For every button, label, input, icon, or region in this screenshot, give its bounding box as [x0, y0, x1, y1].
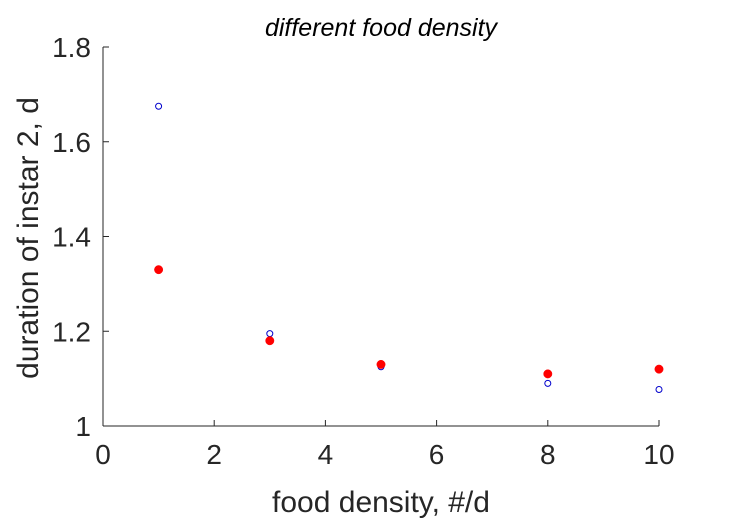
filled-point-series-2 — [376, 359, 386, 369]
data-points — [154, 102, 664, 394]
ticks: 0 2 4 6 8 10 1 1.2 1.4 1.6 1.8 — [52, 32, 675, 470]
x-tick-label: 10 — [643, 439, 674, 470]
x-tick-label: 8 — [540, 439, 556, 470]
y-tick-label: 1.2 — [52, 316, 91, 347]
y-tick-label: 1 — [75, 411, 91, 442]
open-point-series-1 — [266, 330, 274, 338]
y-tick-label: 1.8 — [52, 32, 91, 63]
filled-point-series-2 — [154, 265, 164, 275]
y-tick-label: 1.6 — [52, 127, 91, 158]
filled-point-series-2 — [265, 336, 275, 346]
x-tick-label: 6 — [429, 439, 445, 470]
y-axis-label: duration of instar 2, d — [12, 97, 45, 379]
axes — [102, 47, 659, 427]
x-tick-label: 4 — [318, 439, 334, 470]
open-point-series-1 — [155, 102, 163, 110]
x-tick-label: 0 — [95, 439, 111, 470]
open-point-series-1 — [655, 386, 663, 394]
filled-point-series-2 — [654, 364, 664, 374]
y-tick-label: 1.4 — [52, 222, 91, 253]
x-tick-label: 2 — [206, 439, 222, 470]
x-axis-label: food density, #/d — [272, 486, 490, 519]
chart-title: different food density — [265, 14, 499, 42]
filled-point-series-2 — [543, 369, 553, 379]
open-point-series-1 — [544, 379, 552, 387]
